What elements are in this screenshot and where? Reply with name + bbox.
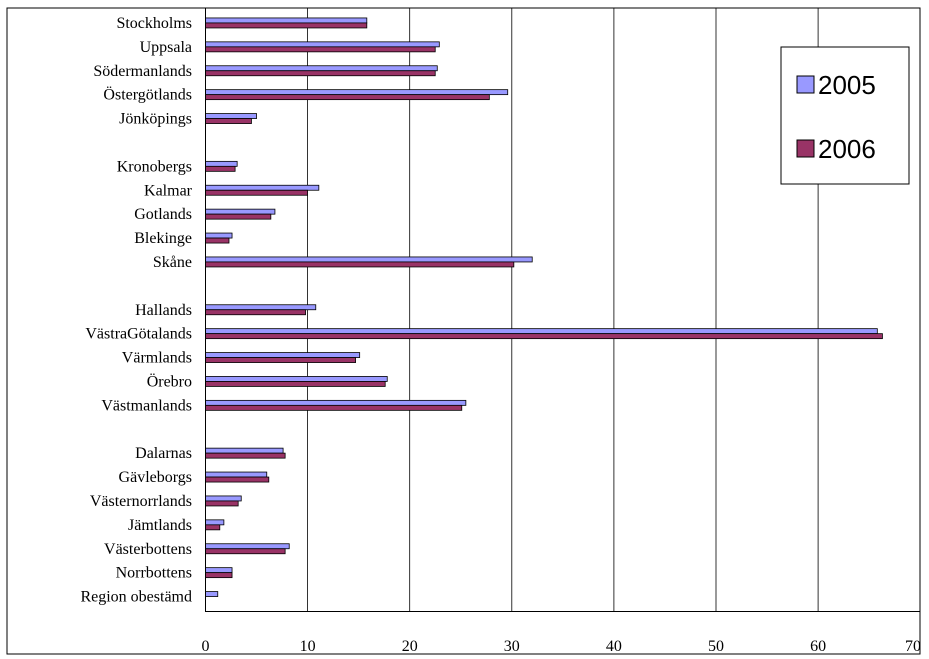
category-label: Jönköpings [119,111,192,128]
bar-2005 [205,65,438,72]
bar-2005 [205,160,238,167]
category-label: Västernorrlands [90,493,192,510]
bar-2005 [205,495,242,502]
category-label: Gotlands [134,206,192,223]
gridlines [307,8,819,611]
bar-2005 [205,519,225,526]
bar-2006 [205,70,436,77]
x-tick-label: 60 [810,638,826,655]
bar-2005 [205,567,233,574]
bar-2005 [205,471,268,478]
bar-2006 [205,22,368,29]
bar-2005 [205,447,284,454]
legend-swatch-2005 [796,75,815,94]
bar-2005 [205,376,388,382]
x-tick-label: 20 [402,638,418,655]
x-tick-label: 30 [504,638,520,655]
bar-2005 [205,208,276,215]
bar-2005 [205,591,219,597]
bar-2006 [205,94,490,101]
x-tick-label: 10 [300,638,316,655]
category-label: Dalarnas [135,445,192,462]
category-label: Hallands [135,302,192,319]
category-label: Region obestämd [80,589,192,606]
bar-2005 [205,89,509,96]
category-label: Gävleborgs [119,469,192,486]
bar-2006 [205,524,221,531]
category-label: Kronobergs [117,158,192,175]
category-label: Blekinge [134,230,192,247]
legend-label-2006: 2006 [818,134,876,164]
category-label: Uppsala [140,39,192,56]
bar-2005 [205,184,320,191]
category-label: Örebro [147,372,192,390]
bar-2006 [205,452,286,459]
bar-2006 [205,165,236,172]
legend-swatch-2006 [796,139,815,158]
bar-2006 [205,213,272,220]
bar-2005 [205,352,361,358]
bar-2005 [205,328,878,335]
category-labels: Stockholms Uppsala Södermanlands Östergötla… [80,15,192,606]
bar-2005 [205,256,533,263]
bar-2006 [205,118,252,124]
legend-box [780,46,910,185]
bar-2006 [205,261,515,268]
legend-label-2005: 2005 [818,70,876,100]
bar-2005 [205,399,467,406]
bar-2006 [205,309,306,316]
category-label: Stockholms [116,15,192,32]
bar-2005 [205,232,233,239]
x-tick-label: 0 [202,638,210,655]
bar-2006 [205,404,463,411]
bar-2006 [205,237,230,244]
category-label: Skåne [153,254,192,271]
category-label: Östergötlands [103,86,192,104]
category-label: VästraGötalands [85,326,192,343]
bar-2005 [205,113,257,119]
bar-2005 [205,304,317,311]
bar-2005 [205,17,368,24]
bar-2006 [205,381,386,387]
bar-2006 [205,572,233,579]
bar-2006 [205,476,270,483]
category-label: Södermanlands [93,63,192,80]
bar-2006 [205,357,356,363]
category-label: Kalmar [144,182,193,199]
bar-2005 [205,41,440,48]
bar-2006 [205,333,883,340]
bar-2006 [205,548,286,555]
x-tick-label: 70 [905,638,921,655]
legend: 2005 2006 [780,46,910,185]
category-label: Värmlands [122,350,192,367]
tick-labels: 0 10 20 30 40 50 60 70 [202,638,922,655]
category-label: Västmanlands [101,397,192,414]
x-tick-label: 50 [708,638,724,655]
x-tick-label: 40 [606,638,622,655]
bar-2006 [205,500,239,507]
category-label: Norrbottens [116,565,192,582]
bar-2005 [205,543,290,550]
category-label: Västerbottens [104,541,192,558]
bar-2006 [205,46,436,53]
bar-2006 [205,189,308,196]
category-label: Jämtlands [128,517,192,534]
